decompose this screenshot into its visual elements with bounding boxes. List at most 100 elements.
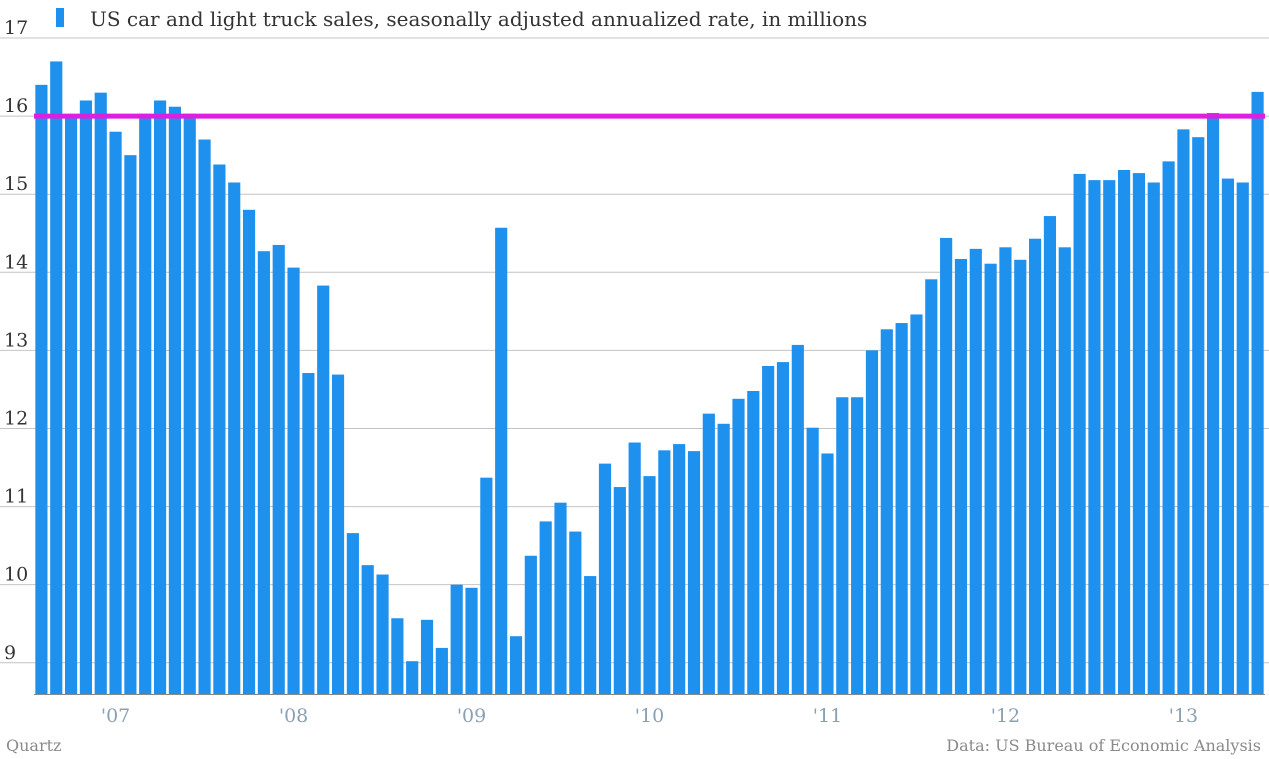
bar [895,323,908,694]
bar [791,344,804,694]
bar [821,453,834,694]
x-tick-label: '10 [635,705,664,727]
bar [584,576,597,694]
y-tick-label: 16 [4,95,28,117]
bar [1221,178,1234,694]
bar [1207,112,1220,695]
y-tick-label: 14 [4,251,28,273]
x-tick-label: '09 [457,705,486,727]
bar [346,533,359,694]
bar [317,285,330,694]
bar [168,106,181,695]
bar [331,374,345,694]
bar [1118,169,1131,695]
bar [391,618,404,694]
bar [287,267,300,694]
bar [79,100,92,695]
bar [969,248,982,695]
bar [406,661,419,694]
bar [865,350,879,694]
bar [628,442,641,694]
bar [658,450,671,694]
bar [1236,182,1249,695]
bar [1147,182,1160,695]
x-tick-label: '08 [279,705,308,727]
legend: US car and light truck sales, seasonally… [56,7,867,31]
bar [480,477,493,694]
bar [940,237,953,695]
bar [1014,259,1027,694]
bar [1073,173,1086,694]
bar [495,227,508,694]
bar [65,118,78,694]
x-tick-label: '07 [101,705,130,727]
bar [509,636,523,694]
y-tick-label: 15 [4,173,28,195]
bar [643,476,656,694]
bar [1162,161,1175,694]
legend-label: US car and light truck sales, seasonally… [90,7,867,31]
credit-label: Quartz [6,736,62,755]
bar [94,92,107,695]
bar [1043,216,1057,694]
bar [732,398,745,694]
bar [50,61,63,695]
bar [613,487,626,694]
bar [465,587,478,694]
bar [450,584,463,694]
x-tick-label: '11 [813,705,842,727]
bar [257,251,270,694]
bar [554,502,567,694]
bar [153,100,167,695]
bar [139,113,152,694]
bar [717,423,730,694]
bar [435,647,448,694]
bar [539,521,552,694]
source-label: Data: US Bureau of Economic Analysis [946,736,1261,755]
bar [376,574,389,694]
bar [836,397,849,694]
bar [851,397,864,694]
bar [598,463,612,694]
x-tick-label: '12 [991,705,1020,727]
gridlines [0,37,1269,664]
y-tick-label: 17 [4,17,28,39]
bar [1029,238,1042,694]
bar [1177,129,1190,694]
bar [776,362,790,694]
bar [361,565,374,694]
bar [954,259,968,694]
bar [228,182,241,695]
bar [524,555,537,694]
bar [109,131,122,694]
bar [1251,91,1264,694]
bar [687,451,701,694]
x-axis-ticks: '07 '08 '09 '10 '11 '12 '13 [101,705,1198,727]
bar [1132,173,1146,695]
bar [999,247,1012,695]
y-axis-ticks: 9 10 11 12 13 14 15 16 17 [4,17,28,664]
bar [302,373,315,694]
bar [702,413,715,694]
bar [673,444,686,694]
bar [213,164,226,694]
bar [880,329,893,694]
bar [35,84,48,695]
y-tick-label: 10 [4,564,28,586]
bar [242,209,256,694]
bar [124,155,137,694]
bar [910,314,923,694]
bar [747,390,760,694]
bar [420,619,434,694]
legend-swatch [56,8,64,27]
x-tick-label: '13 [1169,705,1198,727]
y-tick-label: 12 [4,407,28,429]
bar [984,263,997,694]
bar [806,427,819,694]
bar [1192,137,1205,694]
bar [569,531,582,694]
y-tick-label: 9 [4,642,16,664]
bar [1103,180,1116,694]
bar [198,139,211,694]
